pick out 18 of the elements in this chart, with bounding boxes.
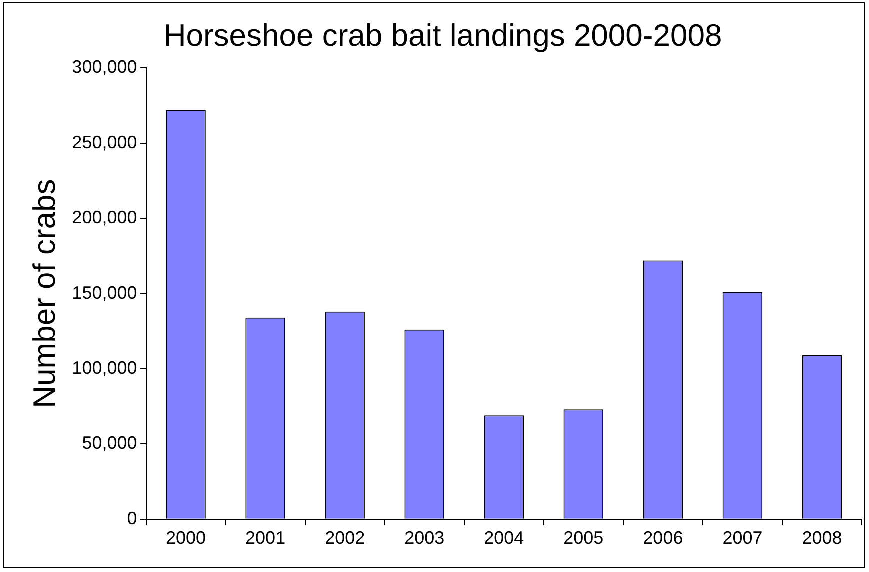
y-tick-label: 0 [127, 508, 138, 528]
y-tick-label: 100,000 [72, 358, 138, 378]
x-tick-label: 2001 [246, 528, 286, 548]
y-tick-label: 50,000 [82, 433, 138, 454]
y-tick-label: 250,000 [72, 132, 138, 152]
y-axis-title: Number of crabs [27, 179, 62, 408]
x-tick-label: 2008 [802, 528, 842, 548]
y-tick-label: 150,000 [72, 282, 138, 303]
x-tick-label: 2002 [325, 528, 366, 548]
x-tick-label: 2005 [564, 528, 604, 548]
x-tick-label: 2007 [722, 528, 763, 548]
x-tick-label: 2004 [484, 528, 524, 548]
x-tick-label: 2000 [166, 528, 206, 548]
y-tick-label: 300,000 [72, 57, 138, 78]
x-tick-label: 2006 [643, 528, 684, 548]
y-tick-label: 200,000 [72, 208, 138, 228]
chart-title: Horseshoe crab bait landings 2000-2008 [164, 18, 722, 54]
x-tick-label: 2003 [404, 528, 445, 548]
